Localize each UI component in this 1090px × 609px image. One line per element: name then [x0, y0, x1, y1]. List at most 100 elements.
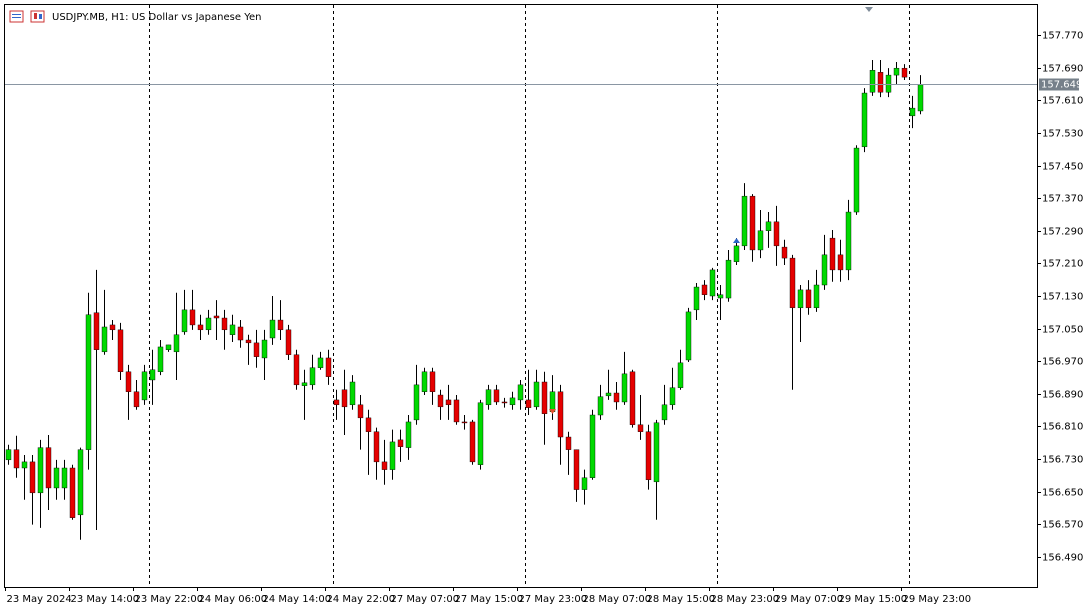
candle-body — [293, 354, 300, 386]
candle-body — [237, 326, 244, 341]
candle-body — [381, 461, 388, 470]
chart-title: USDJPY.MB, H1: US Dollar vs Japanese Yen — [52, 12, 261, 23]
x-tick-label: 24 May 22:00 — [327, 594, 396, 605]
candle-body — [277, 319, 284, 331]
candle-body — [845, 211, 852, 271]
trade-arrow-buy — [733, 238, 740, 243]
y-tick-label: 157.050 — [1042, 325, 1083, 336]
header-icons — [9, 10, 45, 23]
candle-body — [397, 439, 404, 447]
candle-body — [317, 357, 324, 368]
candle-body — [733, 245, 740, 262]
candle-body — [685, 311, 692, 361]
candle-body — [829, 237, 836, 271]
x-tick-label: 28 May 15:00 — [647, 594, 716, 605]
candle-body — [405, 421, 412, 448]
candle-body — [181, 309, 188, 333]
candle-body — [429, 371, 436, 392]
candle-body — [133, 391, 140, 408]
candle-body — [165, 344, 172, 350]
x-tick-label: 23 May 14:00 — [71, 594, 140, 605]
candle-body — [565, 436, 572, 450]
candle-body — [485, 389, 492, 406]
x-tick-label: 23 May 22:00 — [135, 594, 204, 605]
candle-body — [189, 309, 196, 326]
x-tick-label: 28 May 23:00 — [711, 594, 780, 605]
candle-body — [37, 447, 44, 494]
candle-body — [637, 424, 644, 432]
candle-body — [125, 371, 132, 392]
candle-body — [741, 195, 748, 247]
candle-body — [525, 399, 532, 408]
candle-body — [109, 324, 116, 331]
candle-body — [605, 392, 612, 397]
candle-body — [621, 373, 628, 403]
candle-body — [269, 319, 276, 339]
candle-body — [213, 315, 220, 319]
candle-body — [285, 329, 292, 355]
x-tick-label: 23 May 2024 — [7, 594, 72, 605]
candle-body — [557, 391, 564, 438]
candle-body — [581, 477, 588, 490]
candle-body — [13, 449, 20, 469]
period-separators — [149, 5, 910, 587]
candle-body — [245, 339, 252, 344]
candle-body — [77, 449, 84, 516]
candle-body — [253, 342, 260, 357]
candle-body — [533, 381, 540, 408]
candle-body — [709, 269, 716, 297]
candle-body — [805, 289, 812, 309]
candle-body — [885, 74, 892, 93]
candle-body — [389, 441, 396, 470]
candle-body — [29, 461, 36, 494]
candle-body — [69, 467, 76, 518]
candle-body — [101, 326, 108, 353]
y-tick-label: 157.370 — [1042, 194, 1083, 205]
candle-body — [701, 284, 708, 295]
candle-body — [693, 286, 700, 311]
candle-body — [797, 289, 804, 309]
y-tick-label: 156.650 — [1042, 488, 1083, 499]
candle-body — [437, 394, 444, 408]
candle-body — [757, 230, 764, 251]
x-tick-label: 27 May 07:00 — [391, 594, 460, 605]
candle-body — [717, 294, 724, 299]
candle-body — [149, 369, 156, 381]
x-tick-label: 29 May 07:00 — [775, 594, 844, 605]
candle-body — [813, 284, 820, 309]
candles — [5, 60, 924, 540]
y-tick-label: 156.570 — [1042, 520, 1083, 531]
x-tick-label: 27 May 23:00 — [519, 594, 588, 605]
y-tick-label: 156.970 — [1042, 357, 1083, 368]
x-tick-label: 29 May 23:00 — [903, 594, 972, 605]
candle-body — [325, 357, 332, 377]
y-tick-label: 156.890 — [1042, 390, 1083, 401]
candle-body — [205, 317, 212, 331]
candle-body — [501, 401, 508, 404]
price-label: 157.649 — [1041, 80, 1082, 91]
candle-body — [309, 367, 316, 386]
candle-body — [597, 396, 604, 416]
axes: 157.770 157.690 157.610 157.530 157.450 157.3… — [5, 31, 1083, 605]
candle-body — [341, 389, 348, 408]
candle-body — [469, 421, 476, 463]
candle-body — [21, 461, 28, 469]
candle-body — [613, 392, 620, 403]
candle-body — [85, 314, 92, 450]
candle-body — [853, 147, 860, 213]
candle-body — [61, 467, 68, 489]
candle-body — [773, 221, 780, 247]
candle-body — [573, 449, 580, 490]
candle-body — [893, 67, 900, 76]
candle-body — [357, 404, 364, 419]
candle-body — [725, 259, 732, 299]
candle-body — [173, 334, 180, 353]
trade-arrow-sell — [549, 409, 556, 414]
candle-body — [909, 107, 916, 117]
y-tick-label: 157.530 — [1042, 129, 1083, 140]
candle-body — [117, 329, 124, 373]
candle-body — [477, 402, 484, 465]
y-tick-label: 156.810 — [1042, 422, 1083, 433]
